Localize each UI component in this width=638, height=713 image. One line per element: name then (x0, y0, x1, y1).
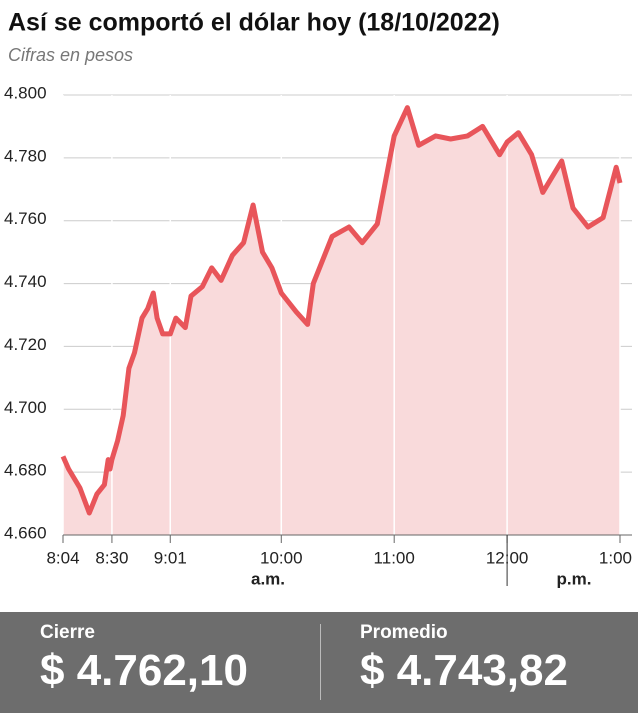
y-tick-label: 4.740 (4, 272, 47, 291)
y-tick-label: 4.720 (4, 335, 47, 354)
separator (320, 624, 321, 700)
y-tick-label: 4.680 (4, 461, 47, 480)
summary-value: $ 4.743,82 (360, 646, 568, 695)
y-tick-label: 4.700 (4, 398, 47, 417)
y-tick-label: 4.800 (4, 83, 47, 102)
summary-label: Promedio (360, 622, 448, 643)
line (60, 105, 623, 516)
x-tick-label: 11:00 (374, 548, 415, 567)
chart-title: Así se comportó el dólar hoy (18/10/2022… (8, 9, 500, 37)
x-tick-label: 9:01 (154, 548, 187, 567)
area (63, 107, 620, 535)
chart-subtitle: Cifras en pesos (8, 45, 133, 65)
x-tick-label: 10:00 (260, 548, 303, 567)
y-tick-label: 4.760 (4, 209, 47, 228)
summary-value: $ 4.762,10 (40, 646, 248, 695)
chart: Así se comportó el dólar hoy (18/10/2022… (4, 9, 632, 588)
summary-average: Promedio $ 4.743,82 (360, 622, 568, 696)
x-tick-label: 8:04 (46, 548, 79, 567)
x-tick-label: 8:30 (95, 548, 128, 567)
summary-panel: Cierre $ 4.762,10 Promedio $ 4.743,82 (0, 612, 638, 713)
summary-close: Cierre $ 4.762,10 (40, 622, 248, 696)
pm-label: p.m. (557, 569, 592, 588)
y-tick-label: 4.780 (4, 146, 47, 165)
am-label: a.m. (251, 569, 285, 588)
summary-label: Cierre (40, 622, 95, 643)
x-tick-label: 1:00 (599, 548, 632, 567)
y-tick-label: 4.660 (4, 523, 47, 542)
